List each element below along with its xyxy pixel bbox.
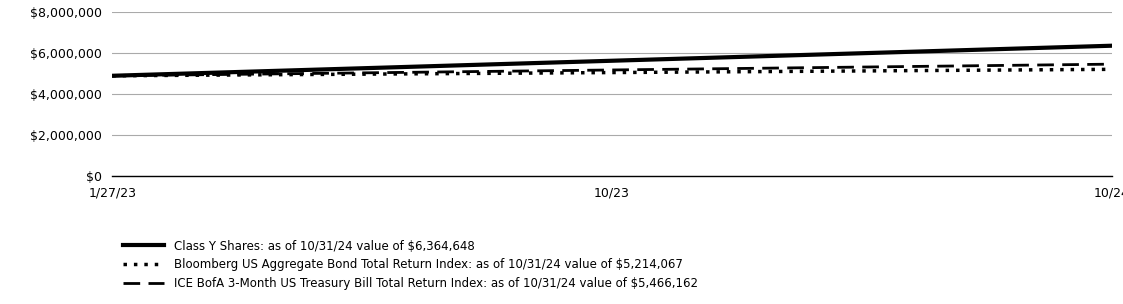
- Legend: Class Y Shares: as of 10/31/24 value of $6,364,648, Bloomberg US Aggregate Bond : Class Y Shares: as of 10/31/24 value of …: [118, 235, 702, 295]
